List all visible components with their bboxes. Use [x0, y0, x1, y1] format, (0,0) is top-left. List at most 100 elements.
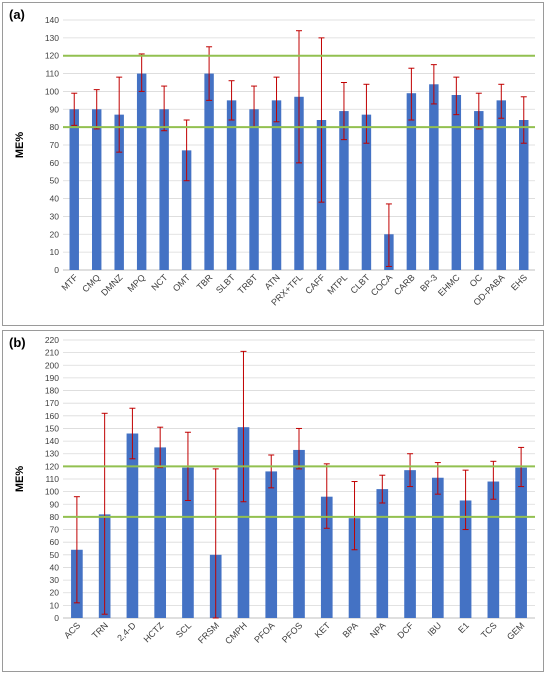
chart1-x-tick-label: IBU [426, 620, 444, 638]
chart1-y-tick-label: 190 [45, 373, 59, 383]
chart0-bar [429, 84, 439, 271]
chart0-bar [249, 109, 259, 271]
chart0-bar [204, 73, 214, 270]
chart1-x-tick-label: E1 [456, 620, 471, 635]
chart0-bar [496, 100, 507, 270]
chart1-y-tick-label: 50 [50, 550, 60, 560]
chart0-bar [91, 109, 102, 271]
chart0-bar [226, 100, 237, 270]
chart0-y-axis-title: ME% [14, 132, 26, 159]
chart1-y-tick-label: 100 [45, 487, 59, 497]
chart0-y-tick-label: 40 [50, 194, 60, 204]
chart1-x-tick-label: HCTZ [142, 620, 166, 644]
chart0-bar [271, 100, 282, 270]
chart1-y-tick-label: 120 [45, 461, 59, 471]
chart0-bar [474, 111, 484, 270]
chart1-x-tick-label: TCS [479, 620, 499, 640]
chart0-x-tick-label: SLBT [214, 272, 237, 295]
chart0-y-tick-label: 100 [45, 86, 59, 96]
chart0-bar [114, 114, 124, 271]
chart0-y-tick-label: 10 [50, 247, 60, 257]
chart1-bar [459, 500, 472, 618]
chart0-y-tick-label: 80 [50, 122, 60, 132]
chart0-bar [339, 111, 349, 270]
chart1-y-tick-label: 0 [54, 613, 59, 623]
chart-a: (a) ME% 0 10 20 30 40 50 60 70 80 90 100 110 120 130 140… [9, 7, 535, 308]
chart0-bar [159, 109, 169, 271]
chart1-y-tick-label: 140 [45, 436, 59, 446]
chart0-x-tick-label: ATN [263, 272, 282, 291]
chart1-bar [515, 467, 527, 618]
chart1-x-tick-label: 2,4-D [115, 620, 138, 643]
panel-a: (a) ME% 0 10 20 30 40 50 60 70 80 90 100 110 120 130 140… [2, 2, 544, 326]
chart0-x-tick-label: OMT [171, 272, 193, 294]
chart1-y-tick-label: 80 [50, 512, 60, 522]
chart0-y-tick-label: 0 [54, 265, 59, 275]
chart1-bar [265, 471, 278, 618]
chart1-y-tick-label: 200 [45, 360, 59, 370]
chart0-bar [451, 95, 462, 270]
chart0-y-tick-label: 60 [50, 158, 60, 168]
chart0-x-tick-label: EHMC [436, 272, 462, 298]
chart0-x-tick-label: MTF [59, 272, 80, 293]
chart0-y-tick-label: 70 [50, 140, 60, 150]
chart1-y-tick-label: 20 [50, 588, 60, 598]
chart1-x-tick-label: CMPH [223, 620, 249, 646]
chart1-x-tick-label: PFOA [252, 620, 276, 644]
chart1-y-tick-label: 60 [50, 537, 60, 547]
chart0-y-tick-label: 30 [50, 211, 60, 221]
chart1-x-tick-label: TRN [90, 620, 110, 640]
chart1-y-tick-label: 10 [50, 600, 60, 610]
chart1-y-tick-label: 70 [50, 525, 60, 535]
chart1-y-tick-label: 150 [45, 423, 59, 433]
chart0-y-tick-label: 50 [50, 176, 60, 186]
chart1-y-tick-label: 160 [45, 411, 59, 421]
chart1-x-tick-label: ACS [62, 620, 82, 640]
chart0-bar [136, 73, 147, 270]
chart0-x-tick-label: TBR [195, 272, 215, 292]
chart1-y-tick-label: 90 [50, 499, 60, 509]
chart0-x-tick-label: TRBT [236, 272, 260, 296]
chart0-x-tick-label: EHS [509, 272, 529, 292]
chart1-bar [431, 477, 444, 618]
chart0-x-tick-label: CARB [392, 272, 417, 297]
chart1-panel-label: (b) [9, 335, 26, 350]
panel-b: (b) ME% 0 10 20 30 40 50 60 70 80 90 100 110 120 130 140… [2, 330, 544, 672]
chart1-bar [404, 470, 416, 618]
chart1-y-tick-label: 170 [45, 398, 59, 408]
chart0-x-tick-label: OC [468, 272, 485, 289]
chart0-bar [181, 150, 192, 270]
chart0-x-tick-label: DMNZ [99, 272, 125, 298]
chart0-x-tick-label: MPQ [126, 272, 148, 294]
chart1-y-tick-label: 130 [45, 449, 59, 459]
chart1-y-tick-label: 110 [45, 474, 59, 484]
chart0-x-tick-label: CAFF [303, 272, 327, 296]
chart0-bar [406, 93, 417, 270]
chart0-bar [69, 109, 79, 271]
chart1-bar [348, 518, 361, 618]
chart1-y-tick-label: 40 [50, 562, 60, 572]
chart1-bar [237, 427, 250, 618]
chart0-y-tick-label: 20 [50, 229, 60, 239]
chart1-x-tick-label: SCL [174, 620, 193, 639]
chart1-bar [376, 489, 389, 618]
chart0-bar [519, 120, 529, 270]
chart0-y-tick-label: 110 [45, 69, 59, 79]
chart0-x-tick-label: COCA [369, 272, 394, 297]
chart0-y-tick-label: 130 [45, 33, 59, 43]
chart1-y-tick-label: 180 [45, 386, 59, 396]
chart1-x-tick-label: GEM [505, 620, 527, 642]
chart1-x-tick-label: BPA [341, 620, 360, 639]
chart0-y-tick-label: 90 [50, 104, 60, 114]
chart1-bar [487, 481, 500, 618]
chart1-y-tick-label: 30 [50, 575, 60, 585]
chart1-x-tick-label: KET [313, 620, 333, 640]
chart-b: (b) ME% 0 10 20 30 40 50 60 70 80 90 100 110 120 130 140… [9, 335, 535, 646]
chart1-bar [293, 449, 305, 618]
chart1-bar [320, 496, 333, 618]
chart0-bar [294, 96, 304, 271]
chart1-bar [126, 433, 139, 618]
chart0-panel-label: (a) [9, 7, 25, 22]
chart1-y-axis-title: ME% [14, 466, 26, 493]
chart0-y-tick-label: 120 [45, 51, 59, 61]
